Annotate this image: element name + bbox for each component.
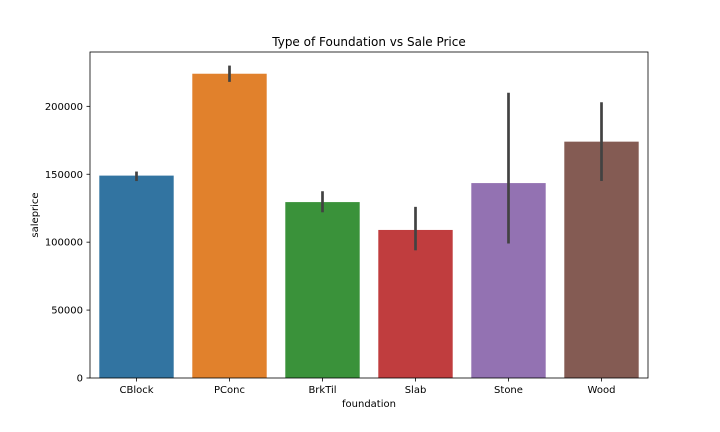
bar-pconc [192,73,267,378]
x-axis: CBlock PConc BrkTil Slab Stone Wood [119,378,615,396]
y-tick-label: 150000 [45,170,83,181]
y-tick-label: 100000 [45,238,83,249]
x-tick-label-stone: Stone [494,385,523,396]
y-axis-label: saleprice [30,192,41,237]
y-axis: 0 50000 100000 150000 200000 [45,102,90,385]
chart-title: Type of Foundation vs Sale Price [271,35,466,49]
bar-brktil [285,202,360,378]
y-tick-label: 200000 [45,102,83,113]
x-tick-label-pconc: PConc [214,385,245,396]
y-tick-label: 0 [77,374,83,385]
x-tick-label-cblock: CBlock [119,385,153,396]
x-tick-label-brktil: BrkTil [308,385,336,396]
x-tick-label-wood: Wood [588,385,616,396]
x-tick-label-slab: Slab [405,385,427,396]
y-tick-label: 50000 [51,306,83,317]
bar-slab [378,229,453,378]
x-axis-label: foundation [342,399,396,410]
plot-frame [89,51,649,379]
error-bars-group [135,65,603,251]
bars-group [99,73,639,378]
bar-cblock [99,175,174,378]
